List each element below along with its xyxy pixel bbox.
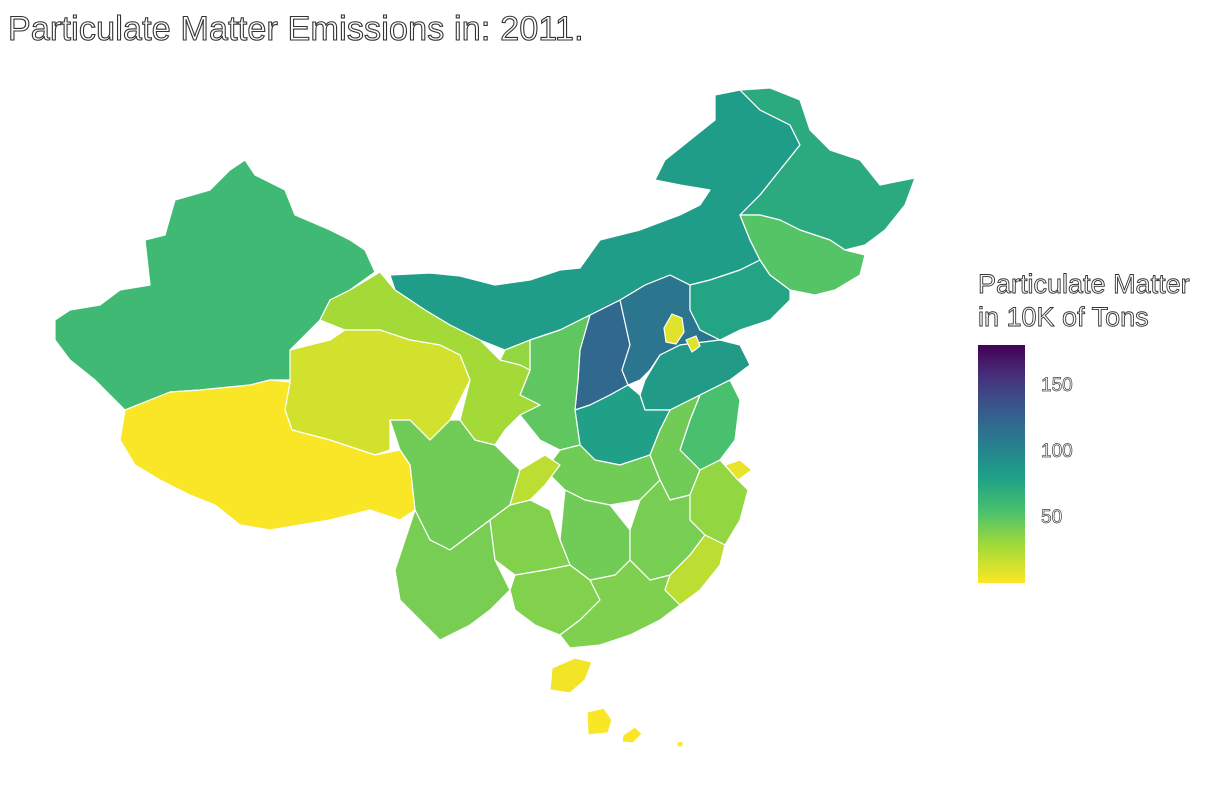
map-title: Particulate Matter Emissions in: 2011. <box>7 9 584 48</box>
region-liaoning <box>689 259 791 341</box>
legend-tick-label-150: 150 <box>1041 375 1073 396</box>
legend-title: Particulate Matter in 10K of Tons <box>978 268 1190 334</box>
region-guizhou <box>489 499 571 576</box>
region-chongqing <box>509 454 561 506</box>
legend-tick-label-100: 100 <box>1041 441 1073 462</box>
island-small-1 <box>621 726 643 744</box>
legend-colorbar <box>978 345 1025 583</box>
legend-title-line2: in 10K of Tons <box>978 302 1150 333</box>
region-taiwan <box>586 707 613 736</box>
region-hainan <box>549 657 593 694</box>
legend-tick <box>1026 452 1034 453</box>
region-beijing <box>663 313 685 345</box>
region-tibet <box>119 379 416 531</box>
region-shanghai <box>724 459 753 481</box>
region-tianjin <box>685 335 701 353</box>
region-yunnan <box>394 509 511 641</box>
legend-tick-label-50: 50 <box>1041 507 1063 528</box>
island-small-2 <box>676 740 684 748</box>
region-jilin <box>739 214 866 296</box>
legend-tick <box>1026 518 1034 519</box>
legend-title-line1: Particulate Matter <box>978 269 1190 300</box>
region-fujian <box>664 534 726 606</box>
legend-tick <box>1026 386 1034 387</box>
